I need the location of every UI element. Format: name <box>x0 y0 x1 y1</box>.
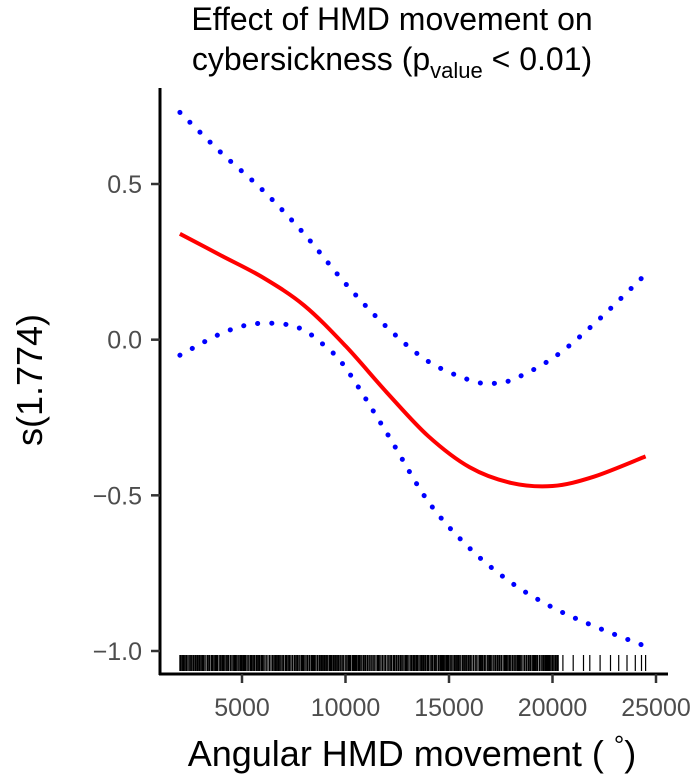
x-tick-label: 5000 <box>214 694 270 722</box>
series-lower-bound-line <box>177 320 649 649</box>
title-line-2-suffix: < 0.01) <box>483 41 592 77</box>
ticks: 0.5 0.0 −0.5 −1.0 5000 10000 15000 20000 25000 <box>93 171 691 722</box>
x-axis-title: Angular HMD movement ( °) <box>188 730 637 774</box>
series-upper-bound-line <box>177 109 649 386</box>
x-tick-label: 20000 <box>518 694 588 722</box>
y-tick-label: 0.5 <box>107 171 142 199</box>
y-tick-label: −1.0 <box>93 638 142 666</box>
x-axis-title-close: ) <box>624 733 636 774</box>
x-tick-label: 25000 <box>621 694 691 722</box>
x-tick-label: 15000 <box>414 694 484 722</box>
series-estimate-line <box>178 232 647 489</box>
chart-title-line-2: cybersickness (pvalue < 0.01) <box>192 41 592 83</box>
title-line-2-prefix: cybersickness (p <box>192 41 430 77</box>
rug-marks <box>179 655 647 671</box>
y-tick-label: 0.0 <box>107 327 142 355</box>
axes <box>158 88 668 676</box>
title-subscript: value <box>430 58 483 83</box>
x-tick-label: 10000 <box>311 694 381 722</box>
plot-marks <box>177 109 649 649</box>
x-axis-title-text: Angular HMD movement ( <box>188 733 614 774</box>
chart-title-line-1: Effect of HMD movement on <box>191 1 592 37</box>
y-axis-title: s(1.774) <box>9 314 50 446</box>
y-tick-label: −0.5 <box>93 482 142 510</box>
degree-symbol: ° <box>614 730 624 760</box>
